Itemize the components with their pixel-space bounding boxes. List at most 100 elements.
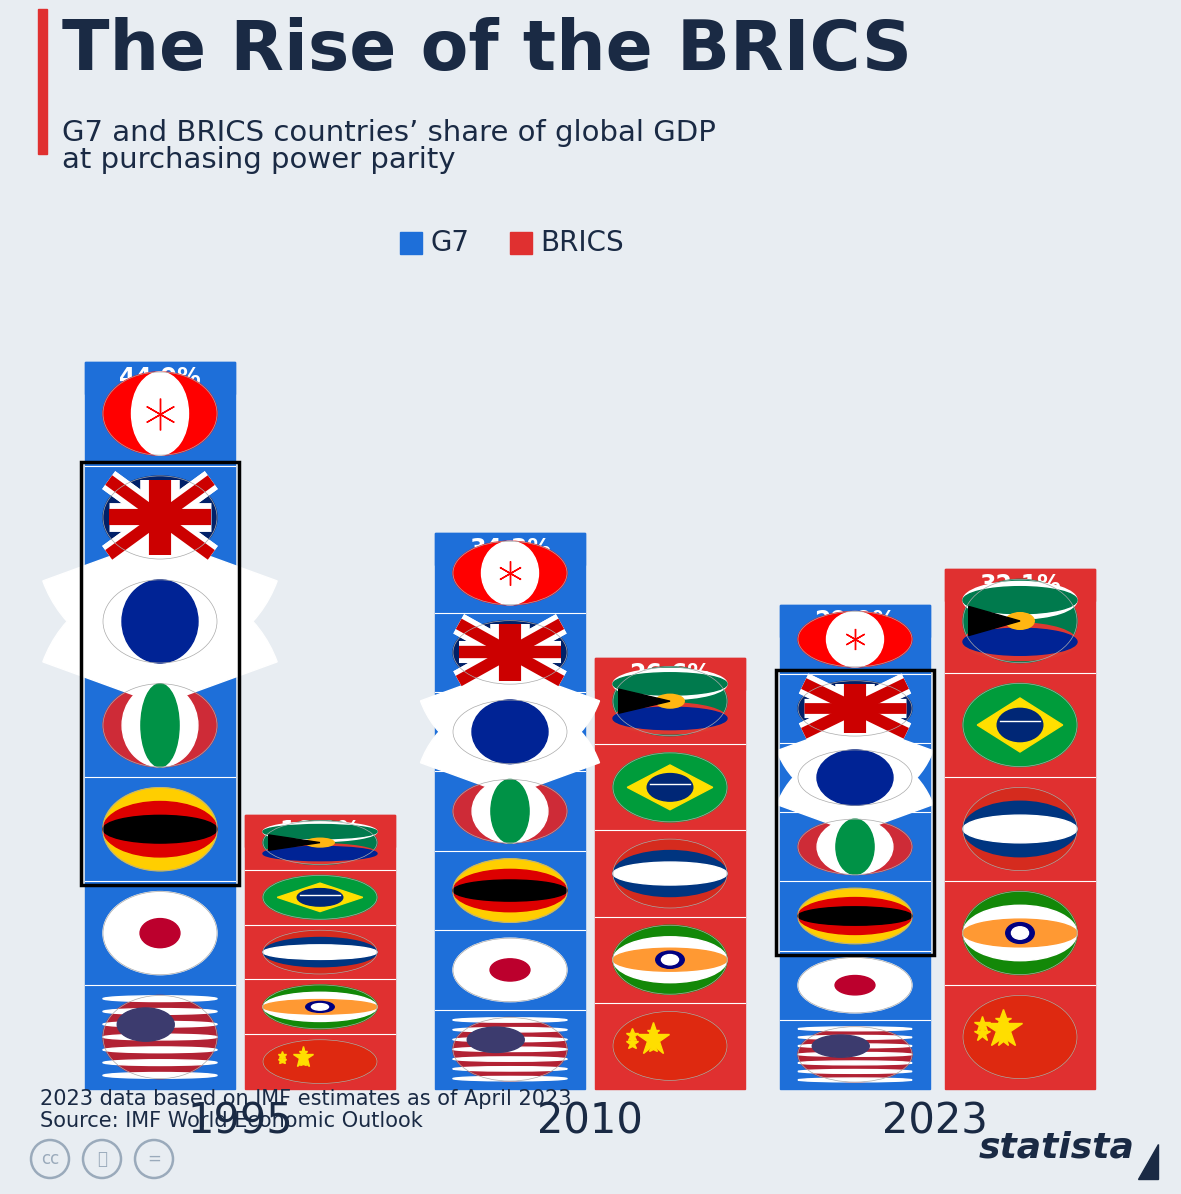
Ellipse shape <box>306 838 334 847</box>
Ellipse shape <box>798 681 912 736</box>
Ellipse shape <box>263 944 377 960</box>
Ellipse shape <box>798 898 912 935</box>
Ellipse shape <box>655 952 684 968</box>
Ellipse shape <box>263 930 377 974</box>
Ellipse shape <box>122 580 198 663</box>
Ellipse shape <box>454 858 567 922</box>
Ellipse shape <box>141 580 180 663</box>
Ellipse shape <box>963 586 1077 614</box>
Ellipse shape <box>312 1004 328 1010</box>
Ellipse shape <box>798 1061 912 1065</box>
Ellipse shape <box>817 750 893 805</box>
Ellipse shape <box>798 888 912 943</box>
Ellipse shape <box>798 1027 912 1082</box>
Ellipse shape <box>963 816 1077 843</box>
Ellipse shape <box>103 1072 217 1078</box>
Ellipse shape <box>103 801 217 857</box>
Ellipse shape <box>263 875 377 919</box>
Text: 26.6%: 26.6% <box>629 663 711 687</box>
Ellipse shape <box>263 821 377 842</box>
Ellipse shape <box>141 918 180 948</box>
Bar <box>510 232 531 254</box>
Ellipse shape <box>1006 613 1035 629</box>
Ellipse shape <box>103 580 217 663</box>
Ellipse shape <box>103 1047 217 1053</box>
Bar <box>945 570 1095 1089</box>
Ellipse shape <box>963 919 1077 947</box>
Text: 1995: 1995 <box>187 1101 293 1143</box>
Ellipse shape <box>103 816 217 843</box>
Ellipse shape <box>963 996 1077 1078</box>
Ellipse shape <box>263 985 377 1029</box>
Ellipse shape <box>798 819 912 874</box>
Ellipse shape <box>963 787 1077 870</box>
Ellipse shape <box>454 1017 567 1022</box>
Ellipse shape <box>836 750 874 805</box>
Ellipse shape <box>613 666 727 736</box>
Ellipse shape <box>117 1008 175 1041</box>
Ellipse shape <box>798 750 912 805</box>
Text: cc: cc <box>41 1150 59 1168</box>
Bar <box>244 816 394 848</box>
Bar <box>85 362 235 1089</box>
Ellipse shape <box>472 700 548 763</box>
Polygon shape <box>269 835 320 850</box>
Ellipse shape <box>454 621 567 684</box>
Ellipse shape <box>454 780 567 843</box>
Wedge shape <box>777 722 933 805</box>
Ellipse shape <box>454 1017 567 1081</box>
Ellipse shape <box>817 750 893 805</box>
Ellipse shape <box>613 937 727 983</box>
Ellipse shape <box>263 847 377 861</box>
Polygon shape <box>977 698 1063 752</box>
Ellipse shape <box>263 1040 377 1083</box>
Wedge shape <box>777 750 933 833</box>
Ellipse shape <box>454 1038 567 1041</box>
Ellipse shape <box>798 1027 912 1030</box>
Ellipse shape <box>298 888 342 906</box>
Ellipse shape <box>798 1052 912 1057</box>
Ellipse shape <box>454 1066 567 1071</box>
Ellipse shape <box>963 683 1077 767</box>
Ellipse shape <box>103 892 217 974</box>
Ellipse shape <box>798 906 912 925</box>
Text: 2023: 2023 <box>882 1101 988 1143</box>
Ellipse shape <box>263 999 377 1014</box>
Ellipse shape <box>827 611 883 667</box>
Text: G7: G7 <box>430 229 469 257</box>
Ellipse shape <box>131 373 189 455</box>
Text: 44.9%: 44.9% <box>119 365 201 389</box>
Ellipse shape <box>613 1011 727 1081</box>
Polygon shape <box>619 689 670 713</box>
Ellipse shape <box>963 628 1077 656</box>
Ellipse shape <box>963 905 1077 961</box>
Ellipse shape <box>263 844 377 863</box>
Polygon shape <box>968 607 1020 635</box>
Bar <box>435 534 585 565</box>
Ellipse shape <box>613 753 727 821</box>
Ellipse shape <box>798 750 912 805</box>
Bar <box>945 570 1095 601</box>
Ellipse shape <box>798 1070 912 1073</box>
Ellipse shape <box>454 938 567 1002</box>
Ellipse shape <box>963 623 1077 660</box>
Ellipse shape <box>798 1044 912 1048</box>
Wedge shape <box>43 580 278 704</box>
Ellipse shape <box>613 850 727 897</box>
Ellipse shape <box>661 954 679 965</box>
Ellipse shape <box>490 959 530 981</box>
Ellipse shape <box>103 476 217 559</box>
Bar <box>38 10 47 154</box>
Ellipse shape <box>103 373 217 455</box>
Polygon shape <box>278 884 363 911</box>
Ellipse shape <box>141 684 180 767</box>
Ellipse shape <box>122 580 198 663</box>
Ellipse shape <box>472 780 548 843</box>
Ellipse shape <box>454 1077 567 1081</box>
Ellipse shape <box>613 707 727 730</box>
Bar <box>776 670 934 955</box>
Ellipse shape <box>613 839 727 907</box>
Ellipse shape <box>963 581 1077 618</box>
Ellipse shape <box>963 579 1077 663</box>
Ellipse shape <box>613 672 727 695</box>
